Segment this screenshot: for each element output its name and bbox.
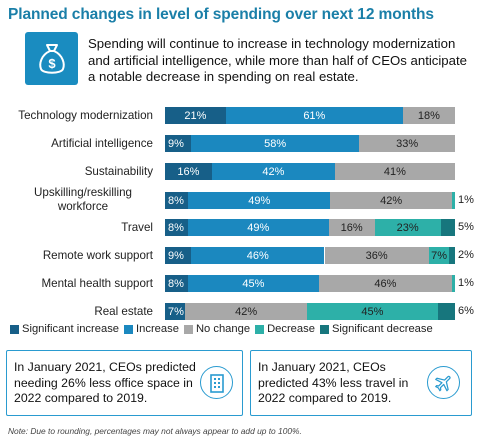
data-label: 7%: [168, 305, 184, 318]
data-label: 45%: [361, 305, 384, 318]
legend-swatch: [10, 324, 19, 334]
chart-legend: Significant increase Increase No change Dec…: [10, 323, 438, 335]
data-label: 21%: [184, 109, 207, 122]
bar-segment: 45%: [188, 275, 319, 292]
data-label: 8%: [168, 194, 184, 207]
bar-segment: 42%: [185, 303, 308, 320]
legend-item: Decrease: [255, 323, 315, 335]
bar-segment: [452, 275, 455, 292]
category-label: Sustainability: [84, 165, 153, 178]
bar-segment: 8%: [165, 219, 188, 236]
data-label: 49%: [248, 194, 271, 207]
category-label: Upskilling/reskilling workforce: [34, 186, 132, 213]
svg-text:$: $: [48, 56, 56, 71]
data-label: 41%: [383, 165, 406, 178]
legend-label: Significant decrease: [331, 323, 433, 335]
data-label: 49%: [247, 221, 270, 234]
data-label: 5%: [458, 221, 474, 233]
bar-segment: 49%: [187, 219, 329, 236]
data-label: 16%: [177, 165, 200, 178]
bar-segment: 9%: [165, 247, 192, 264]
bar-segment: 23%: [374, 219, 441, 236]
bar-segment: [449, 247, 455, 264]
category-label: Remote work support: [42, 249, 153, 262]
bar-segment: 8%: [165, 275, 189, 292]
category-label: Technology modernization: [18, 109, 153, 122]
bar-segment: 41%: [334, 163, 455, 180]
data-label: 16%: [340, 221, 363, 234]
footnote: Note: Due to rounding, percentages may n…: [8, 426, 302, 436]
legend-item: Increase: [124, 323, 179, 335]
money-bag-dollar-icon: $: [25, 32, 78, 85]
data-label: 42%: [380, 194, 403, 207]
legend-item: Significant decrease: [319, 323, 433, 335]
summary-text: Spending will continue to increase in te…: [88, 36, 467, 84]
data-label: 45%: [242, 277, 265, 290]
data-label: 7%: [431, 249, 447, 262]
data-label: 42%: [262, 165, 285, 178]
data-label: 8%: [168, 221, 184, 234]
airplane-icon: [427, 366, 460, 399]
legend-label: Decrease: [267, 323, 315, 335]
data-label: 1%: [458, 194, 474, 206]
office-space-callout: In January 2021, CEOs predicted needing …: [6, 350, 243, 416]
bar-segment: 8%: [165, 192, 189, 209]
bar-segment: 7%: [428, 247, 450, 264]
bar-segment: 9%: [165, 135, 192, 152]
travel-callout: In January 2021, CEOs predicted 43% less…: [250, 350, 472, 416]
bar-segment: 21%: [165, 107, 226, 124]
bar-segment: 58%: [191, 135, 360, 152]
bar-segment: [440, 219, 455, 236]
data-label: 9%: [168, 137, 184, 150]
callout-text: In January 2021, CEOs predicted needing …: [14, 360, 196, 405]
category-label: Real estate: [94, 305, 153, 318]
bar-segment: 49%: [188, 192, 331, 209]
legend-label: No change: [195, 323, 251, 335]
data-label: 33%: [396, 137, 419, 150]
data-label: 23%: [396, 221, 419, 234]
legend-swatch: [255, 324, 265, 334]
legend-swatch: [319, 324, 329, 334]
legend-swatch: [183, 324, 193, 334]
legend-item: Significant increase: [10, 323, 119, 335]
bar-segment: 45%: [307, 303, 438, 320]
data-label: 42%: [235, 305, 258, 318]
callout-text: In January 2021, CEOs predicted 43% less…: [258, 360, 409, 405]
legend-item: No change: [183, 323, 251, 335]
bar-segment: 16%: [328, 219, 375, 236]
data-label: 18%: [417, 109, 440, 122]
category-label: Travel: [121, 221, 153, 234]
data-label: 2%: [458, 249, 474, 261]
legend-label: Significant increase: [22, 323, 120, 335]
legend-label: Increase: [136, 323, 179, 335]
legend-swatch: [124, 324, 134, 334]
bar-segment: 42%: [211, 163, 335, 180]
bar-segment: 46%: [191, 247, 325, 264]
bar-segment: 7%: [165, 303, 186, 320]
data-label: 46%: [374, 277, 397, 290]
bar-segment: 42%: [330, 192, 453, 209]
bar-segment: 46%: [318, 275, 453, 292]
bar-segment: 33%: [359, 135, 455, 152]
bar-segment: 18%: [402, 107, 455, 124]
bar-segment: 36%: [324, 247, 429, 264]
bar-segment: 61%: [225, 107, 403, 124]
bar-segment: 16%: [165, 163, 212, 180]
data-label: 36%: [365, 249, 388, 262]
bar-segment: [452, 192, 455, 209]
bar-segment: [437, 303, 455, 320]
data-label: 6%: [458, 305, 474, 317]
data-label: 9%: [168, 249, 184, 262]
data-label: 46%: [246, 249, 269, 262]
category-label: Mental health support: [41, 277, 154, 290]
data-label: 1%: [458, 277, 474, 289]
category-label: Artificial intelligence: [51, 137, 153, 150]
data-label: 58%: [264, 137, 287, 150]
chart-title: Planned changes in level of spending ove…: [8, 6, 434, 23]
office-building-icon: [200, 366, 233, 399]
data-label: 61%: [303, 109, 326, 122]
data-label: 8%: [168, 277, 184, 290]
